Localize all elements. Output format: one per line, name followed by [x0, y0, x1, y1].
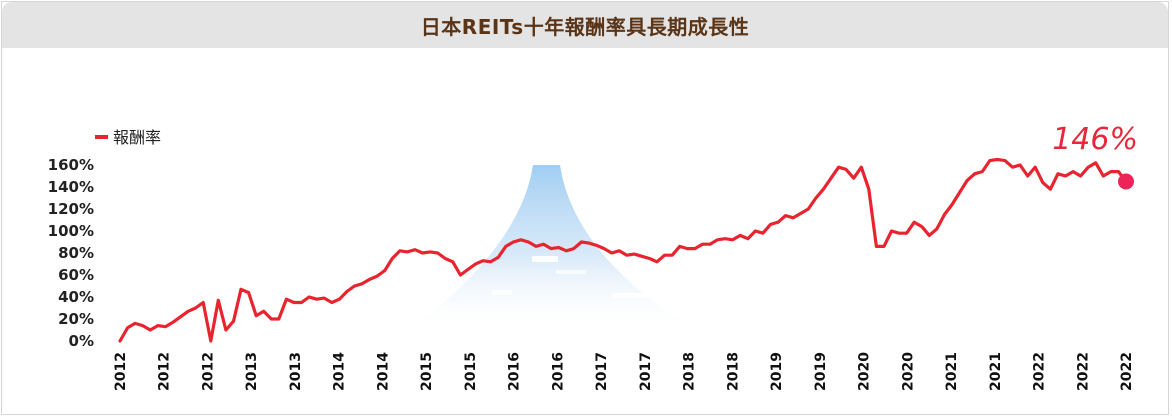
x-tick-label: 2022 — [1119, 352, 1135, 391]
x-tick-label: 2014 — [375, 352, 391, 391]
x-tick-label: 2015 — [419, 352, 435, 391]
x-tick-label: 2021 — [944, 352, 960, 391]
y-tick-label: 60% — [58, 266, 94, 284]
end-annotation: 146% — [1052, 122, 1138, 190]
x-tick-label: 2017 — [594, 352, 610, 391]
y-tick-label: 20% — [58, 310, 94, 328]
x-axis-labels: 2012 2012 2012 2013 2013 2014 2014 2015 2015 2016… — [113, 352, 1135, 391]
series-line-return — [118, 157, 1128, 343]
x-tick-label: 2012 — [157, 352, 173, 391]
y-tick-label: 120% — [48, 200, 94, 218]
x-tick-label: 2013 — [244, 352, 260, 391]
x-tick-label: 2022 — [1032, 352, 1048, 391]
x-tick-label: 2017 — [638, 352, 654, 391]
x-tick-label: 2012 — [113, 352, 129, 391]
x-tick-label: 2012 — [200, 352, 216, 391]
endpoint-value-label: 146% — [1052, 122, 1138, 157]
y-axis-labels: 0% 20% 40% 60% 80% 100% 120% 140% 160% — [48, 156, 94, 350]
x-tick-label: 2016 — [507, 352, 523, 391]
y-tick-label: 40% — [58, 288, 94, 306]
x-tick-label: 2015 — [463, 352, 479, 391]
x-tick-label: 2014 — [332, 352, 348, 391]
endpoint-marker — [1118, 173, 1134, 190]
y-tick-label: 0% — [69, 332, 94, 350]
legend-label: 報酬率 — [113, 128, 161, 147]
chart-title: 日本REITs十年報酬率具長期成長性 — [420, 14, 750, 39]
x-tick-label: 2020 — [900, 352, 916, 391]
plot-area — [118, 157, 1128, 343]
y-tick-label: 140% — [48, 178, 94, 196]
x-tick-label: 2019 — [813, 352, 829, 391]
x-tick-label: 2021 — [988, 352, 1004, 391]
y-tick-label: 80% — [58, 244, 94, 262]
x-tick-label: 2022 — [1075, 352, 1091, 391]
x-tick-label: 2013 — [288, 352, 304, 391]
y-tick-label: 160% — [48, 156, 94, 174]
x-tick-label: 2016 — [550, 352, 566, 391]
title-bar: 日本REITs十年報酬率具長期成長性 — [2, 2, 1168, 48]
x-tick-label: 2020 — [857, 352, 873, 391]
legend: 報酬率 — [95, 128, 161, 147]
y-tick-label: 100% — [48, 222, 94, 240]
x-tick-label: 2018 — [725, 352, 741, 391]
x-tick-label: 2019 — [769, 352, 785, 391]
x-tick-label: 2018 — [682, 352, 698, 391]
